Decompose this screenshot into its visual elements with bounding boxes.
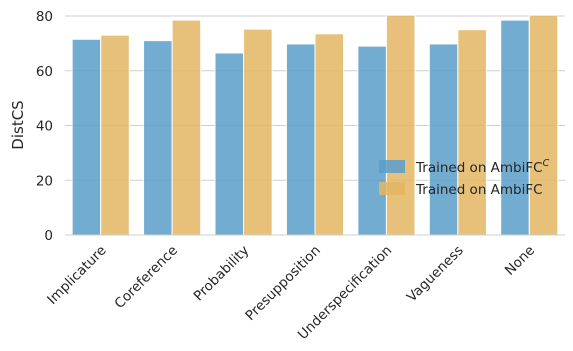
y-tick-label: 40	[36, 119, 53, 135]
bar-series-1	[357, 45, 387, 236]
y-axis-title: DistCS	[9, 100, 27, 149]
bars	[71, 14, 559, 236]
legend: Trained on AmbiFCC Trained on AmbiFC	[379, 158, 550, 198]
x-tick-label: None	[502, 243, 538, 279]
legend-swatch	[379, 182, 405, 195]
bar-series-2	[385, 14, 416, 236]
legend-label: Trained on AmbiFC	[415, 182, 543, 198]
x-axis-ticks: Implicature Coreference ProbabilityPresupp…	[44, 243, 538, 343]
bar-series-2	[314, 33, 345, 236]
x-tick-label: Coreference	[112, 243, 181, 312]
y-tick-label: 60	[36, 64, 53, 80]
x-tick-label: Implicature	[44, 243, 109, 308]
bar-series-1	[71, 38, 102, 236]
x-tick-label: Presupposition	[242, 243, 323, 324]
y-tick-label: 0	[44, 228, 53, 244]
y-tick-label: 20	[36, 173, 53, 189]
bar-series-1	[214, 52, 245, 236]
legend-label: Trained on AmbiFCC	[415, 158, 550, 176]
bar-series-1	[143, 40, 173, 236]
bar-series-2	[100, 34, 130, 236]
bar-series-1	[285, 43, 316, 236]
bar-series-1	[428, 43, 459, 236]
bar-series-2	[171, 19, 202, 236]
y-tick-label: 80	[36, 9, 53, 25]
y-axis-ticks: 0 20 40 60 80	[36, 9, 53, 244]
bar-series-2	[243, 28, 273, 236]
bar-series-2	[457, 29, 487, 236]
x-tick-label: Probability	[191, 243, 253, 305]
x-tick-label: Vagueness	[404, 243, 467, 306]
bar-series-1	[500, 19, 530, 236]
bar-series-2	[528, 14, 559, 236]
legend-swatch	[379, 160, 405, 173]
